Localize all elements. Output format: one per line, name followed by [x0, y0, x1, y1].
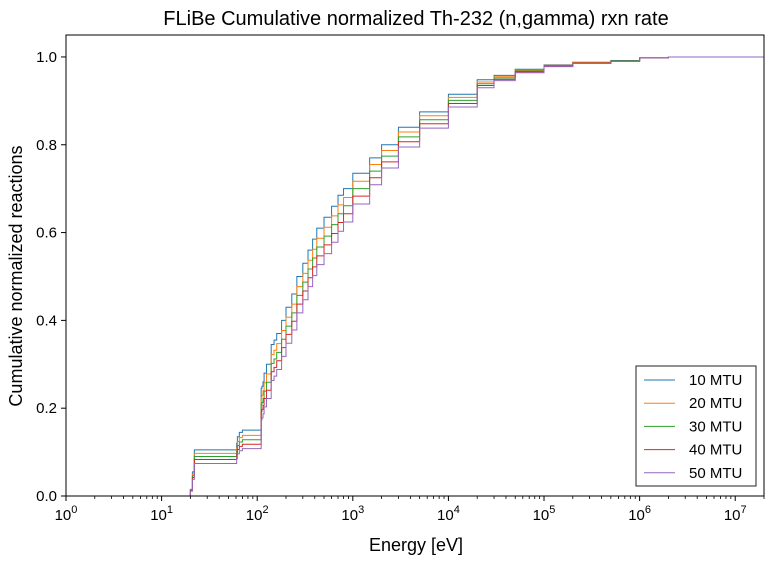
plot-area: [65, 34, 765, 497]
x-tick-exponent: 0: [71, 504, 77, 516]
plot-frame: [65, 34, 765, 497]
x-tick-label: 106: [628, 504, 651, 524]
x-tick-exponent: 7: [741, 504, 747, 516]
x-tick-base: 10: [150, 507, 167, 524]
x-tick-exponent: 5: [549, 504, 555, 516]
series-line-2: [66, 56, 764, 497]
y-axis: 0.0 0.2 0.4 0.6 0.8 1.0: [36, 49, 66, 505]
x-tick-base: 10: [724, 507, 741, 524]
x-tick-base: 10: [437, 507, 454, 524]
y-tick-label: 0.6: [36, 225, 57, 242]
y-axis-label: Cumulative normalized reactions: [6, 145, 26, 406]
legend-label: 30 MTU: [689, 418, 742, 435]
legend-label: 20 MTU: [689, 395, 742, 412]
series-line-4: [66, 56, 764, 497]
x-tick-exponent: 6: [645, 504, 651, 516]
x-tick-label: 107: [724, 504, 747, 524]
y-tick-label: 0.0: [36, 488, 57, 505]
legend-label: 40 MTU: [689, 442, 742, 459]
series-layer: [66, 56, 764, 497]
x-tick-exponent: 2: [262, 504, 268, 516]
x-tick-exponent: 3: [358, 504, 364, 516]
y-tick-label: 0.4: [36, 312, 57, 329]
chart-title: FLiBe Cumulative normalized Th-232 (n,ga…: [163, 8, 668, 30]
x-tick-base: 10: [246, 507, 263, 524]
x-tick-label: 101: [150, 504, 173, 524]
x-tick-label: 103: [341, 504, 364, 524]
x-tick-label: 100: [55, 504, 78, 524]
series-line-1: [66, 56, 764, 497]
legend-label: 50 MTU: [689, 465, 742, 482]
legend-label: 10 MTU: [689, 372, 742, 389]
series-line-5: [66, 56, 764, 497]
series-line-3: [66, 56, 764, 497]
y-tick-label: 0.8: [36, 137, 57, 154]
x-tick-base: 10: [341, 507, 358, 524]
y-tick-label: 1.0: [36, 49, 57, 66]
legend-items: 10 MTU 20 MTU 30 MTU 40 MTU 50 MTU: [644, 372, 742, 482]
x-tick-label: 105: [533, 504, 556, 524]
x-tick-base: 10: [628, 507, 645, 524]
x-tick-base: 10: [533, 507, 550, 524]
x-tick-label: 104: [437, 504, 460, 524]
x-tick-exponent: 4: [454, 504, 460, 516]
y-tick-label: 0.2: [36, 400, 57, 417]
x-tick-exponent: 1: [167, 504, 173, 516]
x-tick-base: 10: [55, 507, 72, 524]
legend: 10 MTU 20 MTU 30 MTU 40 MTU 50 MTU: [635, 365, 757, 487]
x-axis-label: Energy [eV]: [369, 535, 463, 555]
x-axis: 100 101 102 103 104 105 106 107: [55, 496, 765, 524]
x-tick-label: 102: [246, 504, 269, 524]
